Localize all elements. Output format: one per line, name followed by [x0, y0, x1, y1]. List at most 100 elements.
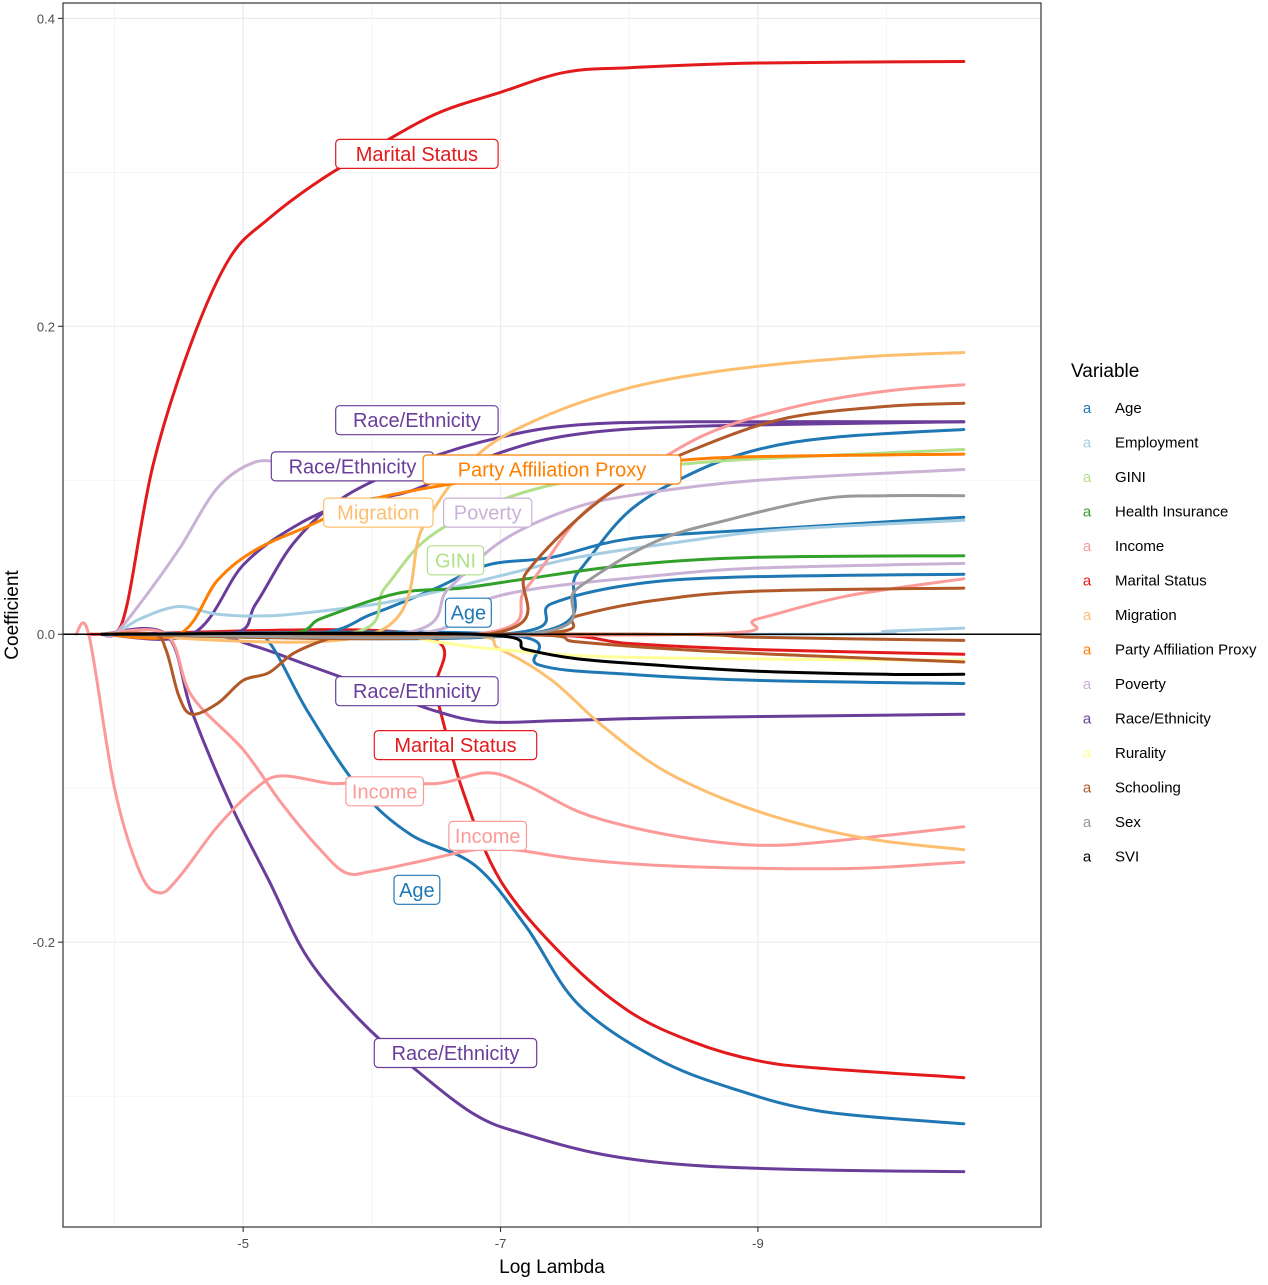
line-label-age: Age — [444, 597, 492, 628]
line-label-text: Income — [455, 826, 521, 848]
line-label-box — [426, 545, 485, 576]
series-line-sex — [100, 493, 966, 640]
line-label-text: GINI — [435, 550, 476, 572]
line-label-text: Marital Status — [394, 735, 516, 757]
legend-item-party-affiliation-proxy: a Party Affiliation Proxy — [1083, 642, 1257, 659]
line-label-text: Age — [451, 603, 487, 625]
legend-key-glyph: a — [1083, 504, 1092, 521]
line-label-party-affiliation-proxy: Party Affiliation Proxy — [422, 454, 682, 485]
line-label-text: Race/Ethnicity — [353, 681, 481, 703]
y-tick-label: 0.0 — [37, 627, 55, 642]
legend-key-glyph: a — [1083, 573, 1092, 590]
legend-key-glyph: a — [1083, 711, 1092, 728]
line-label-box — [373, 729, 538, 761]
legend-item-gini: a GINI — [1083, 469, 1146, 486]
x-tick-label: -9 — [752, 1236, 764, 1251]
line-label-income: Income — [448, 820, 528, 852]
line-label-age: Age — [393, 874, 441, 905]
line-label-gini: GINI — [426, 545, 485, 576]
legend-item-age: a Age — [1083, 400, 1142, 417]
line-label-text: Race/Ethnicity — [289, 456, 417, 478]
line-label-box — [335, 676, 499, 707]
line-label-box — [373, 1037, 538, 1069]
line-label-text: Marital Status — [356, 144, 478, 166]
legend-key-glyph: a — [1083, 780, 1092, 797]
legend-label: Poverty — [1115, 676, 1166, 693]
x-axis-title: Log Lambda — [499, 1257, 605, 1278]
y-axis-title: Coefficient — [2, 570, 23, 660]
legend-key-glyph: a — [1083, 607, 1092, 624]
legend-item-sex: a Sex — [1083, 814, 1142, 831]
legend-label: Income — [1115, 538, 1164, 555]
legend-key-glyph: a — [1083, 642, 1092, 659]
series-line-svi — [100, 631, 966, 677]
legend-key-glyph: a — [1083, 538, 1092, 555]
y-tick-label: -0.2 — [33, 935, 55, 950]
line-label-text: Income — [352, 781, 418, 803]
line-label-text: Poverty — [454, 503, 522, 525]
legend-title: Variable — [1071, 361, 1139, 382]
line-label-box — [443, 497, 533, 528]
line-label-race-ethnicity: Race/Ethnicity — [270, 451, 435, 482]
legend-label: Employment — [1115, 435, 1199, 452]
legend-key-glyph: a — [1083, 400, 1092, 417]
line-label-income: Income — [345, 776, 425, 807]
legend-item-schooling: a Schooling — [1083, 780, 1181, 797]
legend-item-employment: a Employment — [1083, 435, 1199, 452]
series-line-party-affiliation-proxy — [100, 452, 966, 640]
axes: Log Lambda Coefficient -5 -7 -9 0.4 0.2 0.0 -0… — [2, 11, 764, 1278]
legend-key-glyph: a — [1083, 469, 1092, 486]
line-label-marital-status: Marital Status — [373, 729, 538, 761]
series-line-marital-status — [100, 60, 966, 638]
y-tick-label: 0.4 — [37, 11, 55, 26]
legend-label: Schooling — [1115, 780, 1181, 797]
legend-item-marital-status: a Marital Status — [1083, 573, 1207, 590]
line-labels: Marital Status Race/Ethnicity Race/Ethnici… — [270, 138, 682, 1069]
legend-item-migration: a Migration — [1083, 607, 1177, 624]
legend: Variable a Age a Employment a GINI a Health Ins… — [1071, 361, 1257, 866]
line-label-text: Age — [399, 880, 435, 902]
line-label-box — [448, 820, 528, 852]
legend-label: Sex — [1115, 814, 1141, 831]
legend-item-health-insurance: a Health Insurance — [1083, 504, 1229, 521]
legend-key-glyph: a — [1083, 745, 1092, 762]
line-label-text: Party Affiliation Proxy — [458, 460, 647, 482]
line-label-box — [335, 138, 499, 169]
legend-label: Race/Ethnicity — [1115, 711, 1211, 728]
legend-item-race-ethnicity: a Race/Ethnicity — [1083, 711, 1212, 728]
legend-label: Health Insurance — [1115, 504, 1228, 521]
line-label-box — [393, 874, 441, 905]
legend-item-income: a Income — [1083, 538, 1164, 555]
line-label-text: Race/Ethnicity — [353, 410, 481, 432]
line-label-box — [323, 497, 434, 528]
line-label-race-ethnicity: Race/Ethnicity — [335, 676, 499, 707]
x-tick-label: -7 — [495, 1236, 507, 1251]
legend-label: Marital Status — [1115, 573, 1207, 590]
line-label-migration: Migration — [323, 497, 434, 528]
series-line-schooling — [100, 631, 361, 716]
panel-border — [62, 2, 1042, 1228]
line-label-poverty: Poverty — [443, 497, 533, 528]
line-label-box — [444, 597, 492, 628]
line-label-box — [335, 405, 499, 436]
legend-key-glyph: a — [1083, 435, 1092, 452]
legend-label: SVI — [1115, 849, 1139, 866]
legend-label: Rurality — [1115, 745, 1166, 762]
line-label-text: Migration — [337, 503, 419, 525]
line-label-race-ethnicity: Race/Ethnicity — [373, 1037, 538, 1069]
legend-key-glyph: a — [1083, 849, 1092, 866]
line-label-box — [422, 454, 682, 485]
legend-label: Age — [1115, 400, 1142, 417]
legend-label: Migration — [1115, 607, 1177, 624]
legend-item-poverty: a Poverty — [1083, 676, 1167, 693]
series-line-income — [100, 628, 966, 877]
line-label-marital-status: Marital Status — [335, 138, 499, 169]
legend-item-svi: a SVI — [1083, 849, 1139, 866]
series-line-employment — [100, 518, 966, 637]
x-tick-label: -5 — [237, 1236, 249, 1251]
legend-label: Party Affiliation Proxy — [1115, 642, 1257, 659]
legend-key-glyph: a — [1083, 814, 1092, 831]
legend-key-glyph: a — [1083, 676, 1092, 693]
